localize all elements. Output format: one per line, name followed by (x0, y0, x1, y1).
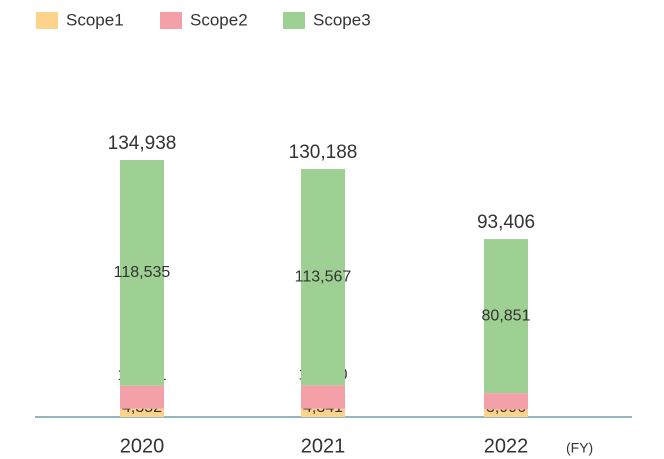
legend-swatch (160, 12, 182, 29)
value-label: 118,535 (114, 264, 171, 281)
bar-segment (120, 385, 164, 409)
legend-label: Scope2 (190, 10, 248, 29)
total-label: 130,188 (289, 142, 358, 163)
bar-segment (120, 408, 164, 417)
legend-swatch (283, 12, 305, 29)
legend-label: Scope1 (66, 10, 124, 29)
bar-segment (484, 393, 528, 410)
legend-swatch (36, 12, 58, 29)
x-tick-label: 2020 (120, 435, 165, 457)
bar-segment (301, 408, 345, 417)
bar-segment (484, 239, 528, 394)
bar-segment (120, 160, 164, 386)
bar-segment (301, 385, 345, 409)
value-label: 80,851 (482, 307, 531, 324)
value-label: 113,567 (295, 268, 352, 285)
x-tick-label: 2021 (301, 435, 346, 457)
total-label: 93,406 (477, 212, 535, 233)
total-label: 134,938 (108, 133, 177, 154)
bar-segment (484, 409, 528, 417)
x-axis-label: (FY) (566, 440, 593, 456)
legend-label: Scope3 (313, 10, 371, 29)
x-tick-label: 2022 (484, 435, 529, 457)
bar-segment (301, 169, 345, 386)
